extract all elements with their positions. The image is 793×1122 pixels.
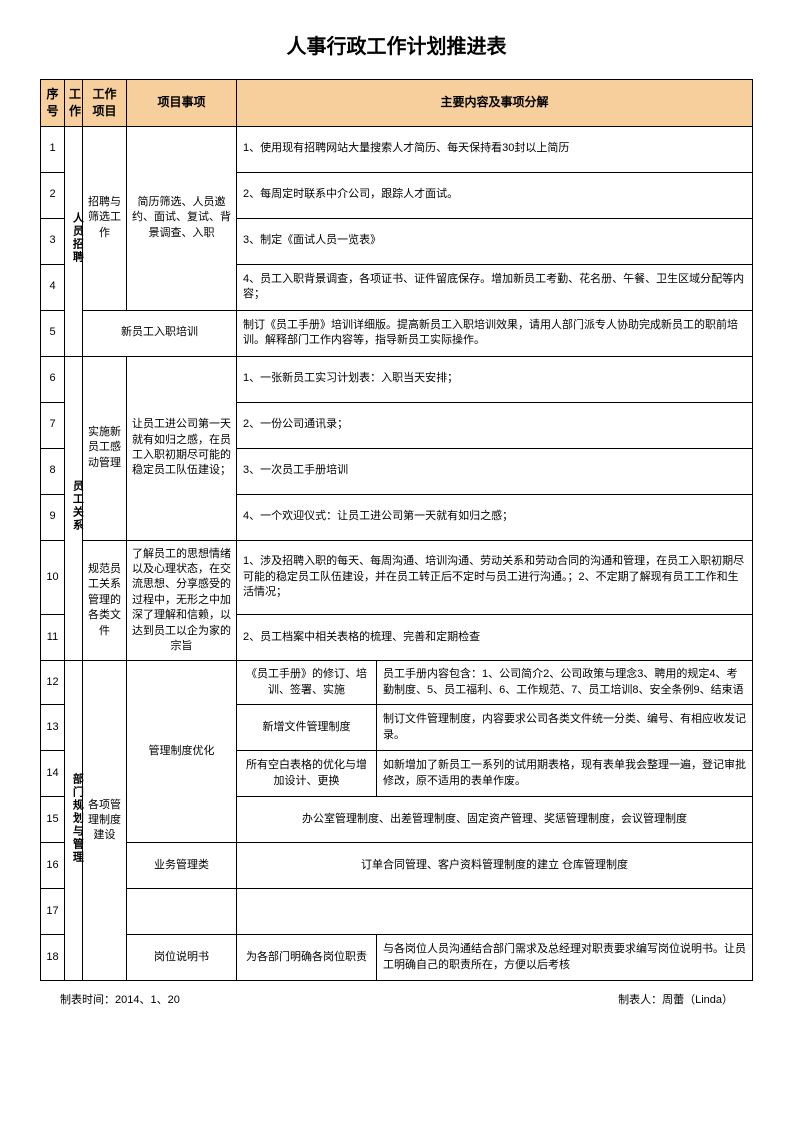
seq-cell: 1 <box>41 126 65 172</box>
seq-cell: 8 <box>41 448 65 494</box>
sub-cell: 为各部门明确各岗位职责 <box>237 935 377 981</box>
seq-cell: 16 <box>41 843 65 889</box>
seq-cell: 11 <box>41 615 65 661</box>
work-cell: 员工关系 <box>65 356 83 661</box>
seq-cell: 14 <box>41 751 65 797</box>
seq-cell: 12 <box>41 661 65 705</box>
seq-cell: 5 <box>41 310 65 356</box>
project-cell: 业务管理类 <box>127 843 237 889</box>
sub-cell: 《员工手册》的修订、培训、签署、实施 <box>237 661 377 705</box>
content-cell: 3、制定《面试人员一览表》 <box>237 218 753 264</box>
project-cell: 简历筛选、人员邀约、面试、复试、背景调查、入职 <box>127 126 237 310</box>
seq-cell: 3 <box>41 218 65 264</box>
detail-cell: 制订文件管理制度，内容要求公司各类文件统一分类、编号、有相应收发记录。 <box>377 705 753 751</box>
sub-cell: 所有空白表格的优化与增加设计、更换 <box>237 751 377 797</box>
content-cell: 2、员工档案中相关表格的梳理、完善和定期检查 <box>237 615 753 661</box>
seq-cell: 10 <box>41 540 65 615</box>
project-cell: 让员工进公司第一天就有如归之感，在员工入职初期尽可能的稳定员工队伍建设； <box>127 356 237 540</box>
th-project: 项目事项 <box>127 80 237 127</box>
seq-cell: 2 <box>41 172 65 218</box>
project-cell: 了解员工的思想情绪以及心理状态，在交流思想、分享感受的过程中，无形之中加深了理解… <box>127 540 237 661</box>
detail-cell: 如新增加了新员工一系列的试用期表格，现有表单我会整理一遍，登记审批修改，原不适用… <box>377 751 753 797</box>
content-cell: 2、一份公司通讯录； <box>237 402 753 448</box>
footer-date: 制表时间：2014、1、20 <box>60 991 180 1007</box>
item-cell: 规范员工关系管理的各类文件 <box>83 540 127 661</box>
item-cell: 实施新员工感动管理 <box>83 356 127 540</box>
seq-cell: 9 <box>41 494 65 540</box>
content-cell: 4、一个欢迎仪式：让员工进公司第一天就有如归之感； <box>237 494 753 540</box>
project-cell: 新员工入职培训 <box>83 310 237 356</box>
seq-cell: 6 <box>41 356 65 402</box>
content-cell: 制订《员工手册》培训详细版。提高新员工入职培训效果，请用人部门派专人协助完成新员… <box>237 310 753 356</box>
project-cell <box>127 889 237 935</box>
footer: 制表时间：2014、1、20 制表人：周蕾（Linda） <box>40 991 753 1007</box>
footer-author: 制表人：周蕾（Linda） <box>618 991 733 1007</box>
seq-cell: 4 <box>41 264 65 310</box>
detail-cell: 员工手册内容包含：1、公司简介2、公司政策与理念3、聘用的规定4、考勤制度、5、… <box>377 661 753 705</box>
content-cell: 办公室管理制度、出差管理制度、固定资产管理、奖惩管理制度，会议管理制度 <box>237 797 753 843</box>
seq-cell: 17 <box>41 889 65 935</box>
seq-cell: 15 <box>41 797 65 843</box>
seq-cell: 18 <box>41 935 65 981</box>
sub-cell: 新增文件管理制度 <box>237 705 377 751</box>
detail-cell: 与各岗位人员沟通结合部门需求及总经理对职责要求编写岗位说明书。让员工明确自己的职… <box>377 935 753 981</box>
project-cell: 岗位说明书 <box>127 935 237 981</box>
content-cell: 1、一张新员工实习计划表：入职当天安排； <box>237 356 753 402</box>
th-item: 工作项目 <box>83 80 127 127</box>
th-work: 工作 <box>65 80 83 127</box>
content-cell: 1、涉及招聘入职的每天、每周沟通、培训沟通、劳动关系和劳动合同的沟通和管理，在员… <box>237 540 753 615</box>
work-cell: 人员招聘 <box>65 126 83 356</box>
plan-table: 序号 工作 工作项目 项目事项 主要内容及事项分解 1 人员招聘 招聘与筛选工作… <box>40 79 753 981</box>
page-title: 人事行政工作计划推进表 <box>40 30 753 59</box>
project-cell: 管理制度优化 <box>127 661 237 843</box>
content-cell: 2、每周定时联系中介公司，跟踪人才面试。 <box>237 172 753 218</box>
th-seq: 序号 <box>41 80 65 127</box>
content-cell: 1、使用现有招聘网站大量搜索人才简历、每天保持看30封以上简历 <box>237 126 753 172</box>
th-content: 主要内容及事项分解 <box>237 80 753 127</box>
seq-cell: 7 <box>41 402 65 448</box>
seq-cell: 13 <box>41 705 65 751</box>
content-cell <box>237 889 753 935</box>
content-cell: 4、员工入职背景调查，各项证书、证件留底保存。增加新员工考勤、花名册、午餐、卫生… <box>237 264 753 310</box>
content-cell: 3、一次员工手册培训 <box>237 448 753 494</box>
item-cell: 招聘与筛选工作 <box>83 126 127 310</box>
content-cell: 订单合同管理、客户资料管理制度的建立 仓库管理制度 <box>237 843 753 889</box>
work-cell: 部门规划与管理 <box>65 661 83 981</box>
item-cell: 各项管理制度建设 <box>83 661 127 981</box>
